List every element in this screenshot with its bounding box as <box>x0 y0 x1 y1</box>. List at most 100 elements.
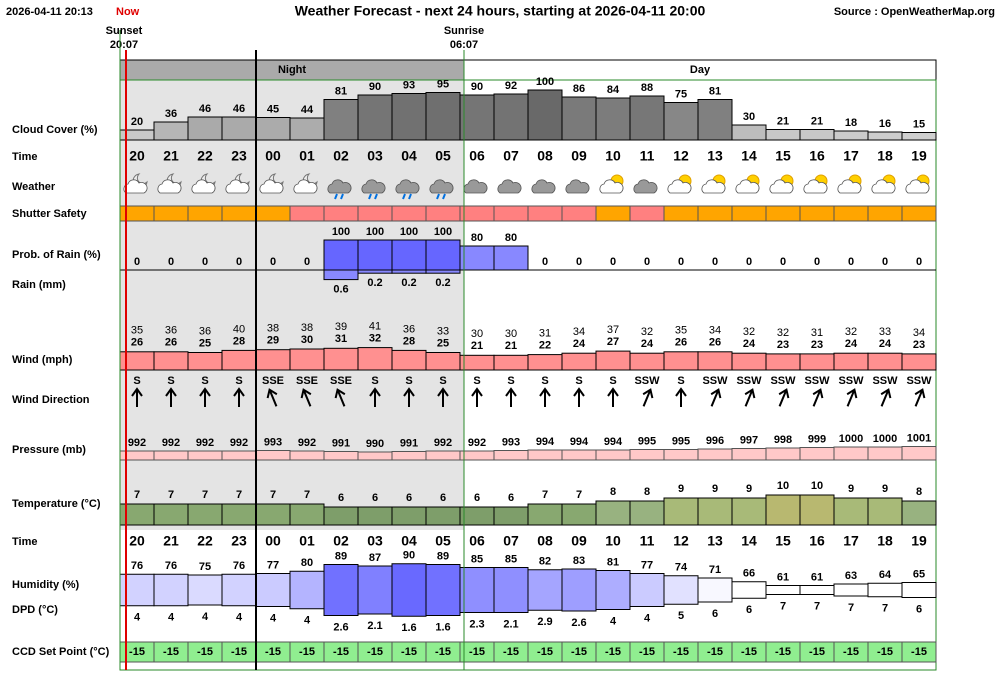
wind-arrow <box>199 387 211 407</box>
time: 12 <box>673 148 689 164</box>
temp-bar <box>357 506 393 526</box>
temp-value: 9 <box>712 483 718 495</box>
cloud-value: 30 <box>743 111 755 123</box>
cloud-bar <box>425 92 461 141</box>
wind-arrow <box>471 387 483 407</box>
row-label: Cloud Cover (%) <box>12 124 98 136</box>
wind-speed: 24 <box>743 338 756 350</box>
shutter-cell <box>799 205 835 222</box>
rain-prob-bar <box>493 245 529 271</box>
cloud-value: 21 <box>811 115 823 127</box>
wind-gust: 39 <box>335 321 347 333</box>
title: Weather Forecast - next 24 hours, starti… <box>295 3 706 19</box>
humidity-bar <box>187 574 223 606</box>
rain-mm-value: 0.2 <box>367 277 382 289</box>
time: 23 <box>231 148 247 164</box>
time: 08 <box>537 533 553 549</box>
temp-bar <box>629 500 665 526</box>
humidity-value: 66 <box>743 568 755 580</box>
shutter-cell <box>833 205 869 222</box>
humidity-bar <box>323 564 359 616</box>
cloud-value: 81 <box>335 85 347 97</box>
ccd-value: -15 <box>571 646 587 658</box>
wind-speed: 26 <box>131 337 143 349</box>
wind-dir: SSW <box>906 375 932 387</box>
weather-icon <box>871 174 896 194</box>
row-label: Prob. of Rain (%) <box>12 249 101 261</box>
wind-arrow <box>437 387 449 407</box>
shutter-cell <box>629 205 665 222</box>
cloud-value: 95 <box>437 78 449 90</box>
pressure-bar <box>595 449 631 461</box>
pressure-bar <box>425 450 461 461</box>
drops <box>436 193 446 200</box>
wind-arrow <box>334 388 346 407</box>
wind-arrow <box>165 387 177 407</box>
pressure-value: 1000 <box>839 433 863 445</box>
wind-bar <box>765 353 801 371</box>
time: 19 <box>911 533 927 549</box>
dpd-value: 1.6 <box>401 622 416 634</box>
shutter-cell <box>595 205 631 222</box>
temp-value: 8 <box>644 486 650 498</box>
wind-dir: SSW <box>838 375 864 387</box>
weather-icon <box>735 174 760 194</box>
wind-bar <box>391 349 427 371</box>
pressure-value: 992 <box>434 437 452 449</box>
humidity-value: 89 <box>335 550 347 562</box>
wind-dir: SSW <box>804 375 830 387</box>
cloud-bar <box>731 124 767 141</box>
temp-bar <box>425 506 461 526</box>
shutter-cell <box>357 205 393 222</box>
wind-arrow <box>369 387 381 407</box>
shutter-cell <box>255 205 291 222</box>
ccd-value: -15 <box>809 646 825 658</box>
cloud-bar <box>867 131 903 141</box>
wind-speed: 23 <box>811 339 823 351</box>
timestamp: 2026-04-11 20:13 <box>6 6 93 18</box>
pressure-bar <box>153 450 189 461</box>
row-label: Wind (mph) <box>12 354 73 366</box>
temp-value: 6 <box>338 492 344 504</box>
temp-value: 6 <box>440 492 446 504</box>
pressure-bar <box>867 446 903 461</box>
wind-bar <box>153 351 189 371</box>
now-label: Now <box>116 6 140 18</box>
cloud-bar <box>323 99 359 141</box>
wind-gust: 33 <box>437 325 449 337</box>
cloud-shape <box>633 179 658 194</box>
pressure-bar <box>561 449 597 461</box>
rain-prob-value: 0 <box>168 256 174 268</box>
pressure-bar <box>663 449 699 461</box>
pressure-bar <box>765 447 801 461</box>
pressure-bar <box>289 450 325 461</box>
time: 16 <box>809 533 825 549</box>
dpd-value: 7 <box>882 603 888 615</box>
dpd-value: 4 <box>610 615 617 627</box>
pressure-value: 993 <box>502 436 520 448</box>
wind-speed: 24 <box>879 338 892 350</box>
pressure-bar <box>697 448 733 461</box>
wind-dir: SSW <box>736 375 762 387</box>
row-label: CCD Set Point (°C) <box>12 646 110 658</box>
weather-icon <box>633 179 658 194</box>
weather-icon <box>769 174 794 194</box>
rain-prob-bar <box>323 239 359 271</box>
rain-prob-bar <box>357 239 393 271</box>
wind-gust: 36 <box>403 323 415 335</box>
wind-gust: 35 <box>675 325 687 337</box>
wind-speed: 25 <box>199 337 211 349</box>
wind-dir: S <box>575 375 582 387</box>
pressure-value: 994 <box>536 436 555 448</box>
rain-prob-value: 0 <box>304 256 310 268</box>
cloud-value: 16 <box>879 118 891 130</box>
wind-gust: 33 <box>879 326 891 338</box>
ccd-value: -15 <box>129 646 145 658</box>
cloud-value: 90 <box>471 81 483 93</box>
temp-bar <box>153 503 189 526</box>
rain-mm-bar <box>323 269 359 281</box>
dpd-value: 7 <box>814 600 820 612</box>
cloud-value: 81 <box>709 85 721 97</box>
humidity-value: 85 <box>505 553 517 565</box>
humidity-value: 87 <box>369 552 381 564</box>
